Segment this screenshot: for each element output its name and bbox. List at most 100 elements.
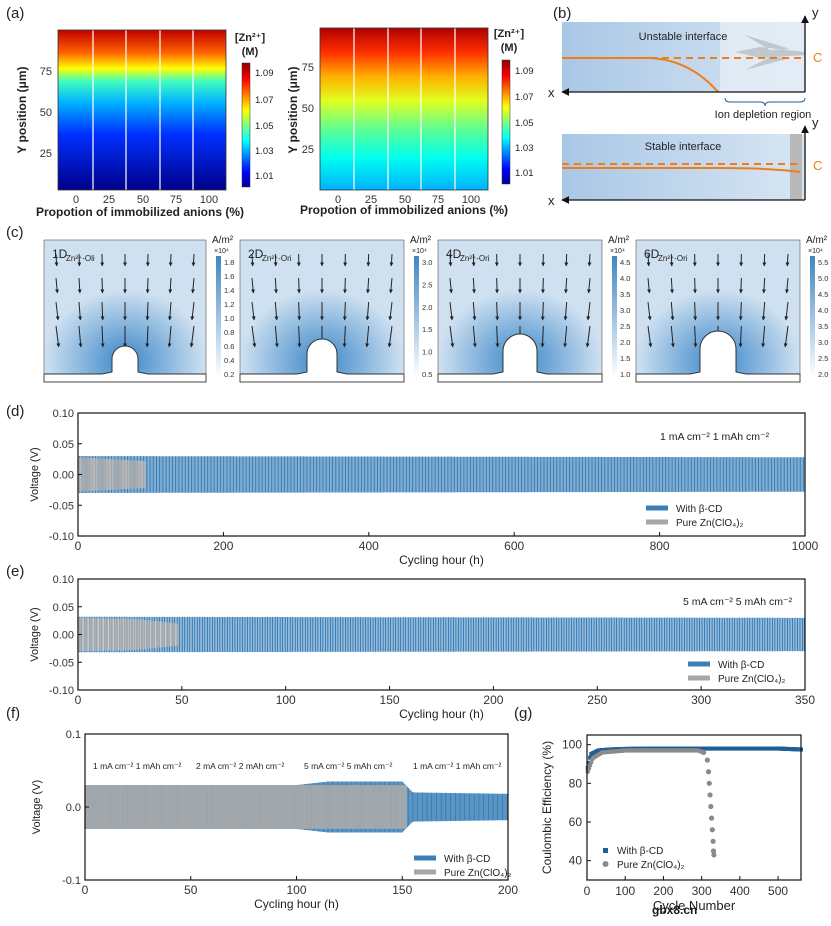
colorbar-gradient <box>810 256 815 378</box>
heatmap-left-ylabel: Y position (μm) <box>15 66 29 153</box>
panel-g-label: (g) <box>514 705 532 722</box>
y-axis-label: Coulombic Efficiency (%) <box>540 741 554 874</box>
cell-sublabel: Zn²⁺-Ori <box>262 254 292 263</box>
colorbar-tick: 4.5 <box>818 290 828 299</box>
field-arrow <box>587 253 592 267</box>
x-tick-label: 100 <box>276 693 296 707</box>
heatmap-left-ytick: 75 <box>40 66 52 78</box>
field-arrow <box>100 301 105 321</box>
colorbar-tick: 5.5 <box>818 258 828 267</box>
colorbar-tick: 1.6 <box>224 272 234 281</box>
colorbar-tick: 1.0 <box>224 314 234 323</box>
field-arrow <box>784 277 789 294</box>
colorbar-tick: 1.5 <box>422 325 432 334</box>
field-arrow <box>449 277 454 294</box>
heatmap-right-xtick: 25 <box>365 194 377 206</box>
colorbar-tick: 4.0 <box>620 274 630 283</box>
heatmap-right-xtick: 0 <box>335 194 341 206</box>
stable-concentration-curve <box>562 167 801 173</box>
watermark: gbx8.cn <box>652 903 697 917</box>
field-arrow <box>251 325 257 348</box>
field-arrow <box>540 301 545 321</box>
field-arrow <box>472 325 477 348</box>
colorbar-tick: 1.2 <box>224 300 234 309</box>
x-tick-label: 200 <box>213 539 233 553</box>
legend-label: Pure Zn(ClO₄)₂ <box>676 518 744 529</box>
field-arrow <box>540 325 545 348</box>
annotation: 5 mA cm⁻² 5 mAh cm⁻² <box>683 596 793 608</box>
stable-c-label: C <box>813 158 822 173</box>
marker-with-bcd <box>588 755 593 760</box>
legend-label: Pure Zn(ClO₄)₂ <box>617 860 685 871</box>
marker-pure-zn <box>700 749 707 756</box>
field-arrow <box>472 301 477 321</box>
field-arrow <box>251 277 256 294</box>
field-arrow <box>449 301 454 321</box>
cell-sublabel: Zn²⁺-Oli <box>66 254 95 263</box>
unstable-y-axis: y <box>812 5 819 20</box>
panel-c-label: (c) <box>6 224 24 241</box>
x-tick-label: 400 <box>730 884 750 898</box>
heatmap-left-xtick: 75 <box>170 194 182 206</box>
legend-label: With β-CD <box>718 660 764 671</box>
field-arrow <box>365 301 370 321</box>
panel-b-label: (b) <box>553 5 571 22</box>
y-tick-label: 100 <box>562 738 582 752</box>
field-arrow <box>250 253 255 267</box>
x-axis-label: Cycling hour (h) <box>399 553 484 567</box>
colorbar-right-tick: 1.01 <box>515 168 534 179</box>
legend-swatch <box>603 848 608 853</box>
colorbar-tick: 2.0 <box>818 370 828 379</box>
colorbar-right: [Zn²⁺] (M) 1.09 1.07 1.05 1.03 1.01 <box>494 28 534 185</box>
rate-annotation: 1 mA cm⁻² 1 mAh cm⁻² <box>93 761 181 771</box>
field-arrow <box>145 301 150 321</box>
heatmap-right-ytick: 25 <box>302 144 314 156</box>
x-tick-label: 800 <box>650 539 670 553</box>
stable-electrode <box>790 134 802 200</box>
colorbar-tick: 0.8 <box>224 328 234 337</box>
field-arrow <box>693 325 698 348</box>
cell-sublabel: Zn²⁺-Ori <box>658 254 688 263</box>
colorbar-left-tick: 1.03 <box>255 146 274 157</box>
field-arrow <box>495 301 500 321</box>
colorbar-tick: 1.0 <box>422 348 432 357</box>
y-tick-label: 0.10 <box>53 408 74 420</box>
cell-border <box>43 239 207 383</box>
field-arrow <box>495 325 500 348</box>
colorbar-exponent: ×10⁴ <box>214 248 229 255</box>
colorbar-gradient <box>612 256 617 378</box>
heatmap-right-field <box>320 28 488 190</box>
colorbar-tick: 1.0 <box>620 370 630 379</box>
field-arrow <box>647 277 652 294</box>
field-arrow <box>167 301 172 321</box>
y-tick-label: 60 <box>569 815 583 829</box>
zinc-protrusion <box>635 330 801 383</box>
colorbar-left-tick: 1.09 <box>255 68 274 79</box>
field-arrow <box>670 325 675 348</box>
field-arrow <box>785 253 790 267</box>
marker-with-bcd <box>586 760 591 765</box>
colorbar-unit: A/m² <box>608 235 630 246</box>
field-arrow <box>251 301 256 321</box>
heatmap-left-xtick: 50 <box>137 194 149 206</box>
field-arrow <box>297 325 302 348</box>
x-tick-label: 400 <box>359 539 379 553</box>
field-arrow <box>586 301 591 321</box>
x-tick-label: 50 <box>184 883 198 897</box>
stable-y-axis: y <box>812 115 819 130</box>
colorbar-tick: 2.0 <box>422 303 432 312</box>
colorbar-tick: 5.0 <box>818 274 828 283</box>
x-tick-label: 300 <box>691 693 711 707</box>
unstable-title: Unstable interface <box>639 31 728 43</box>
colorbar-right-tick: 1.03 <box>515 143 534 154</box>
heatmap-right-xtick: 100 <box>462 194 480 206</box>
plot-frame <box>586 734 802 881</box>
field-arrow <box>55 277 60 294</box>
heatmap-right-xtick: 50 <box>399 194 411 206</box>
stable-title: Stable interface <box>645 141 721 153</box>
x-tick-label: 350 <box>795 693 815 707</box>
field-arrow <box>783 325 789 348</box>
field-arrow <box>387 325 393 348</box>
field-arrow <box>585 325 591 348</box>
colorbar-unit: A/m² <box>410 235 432 246</box>
